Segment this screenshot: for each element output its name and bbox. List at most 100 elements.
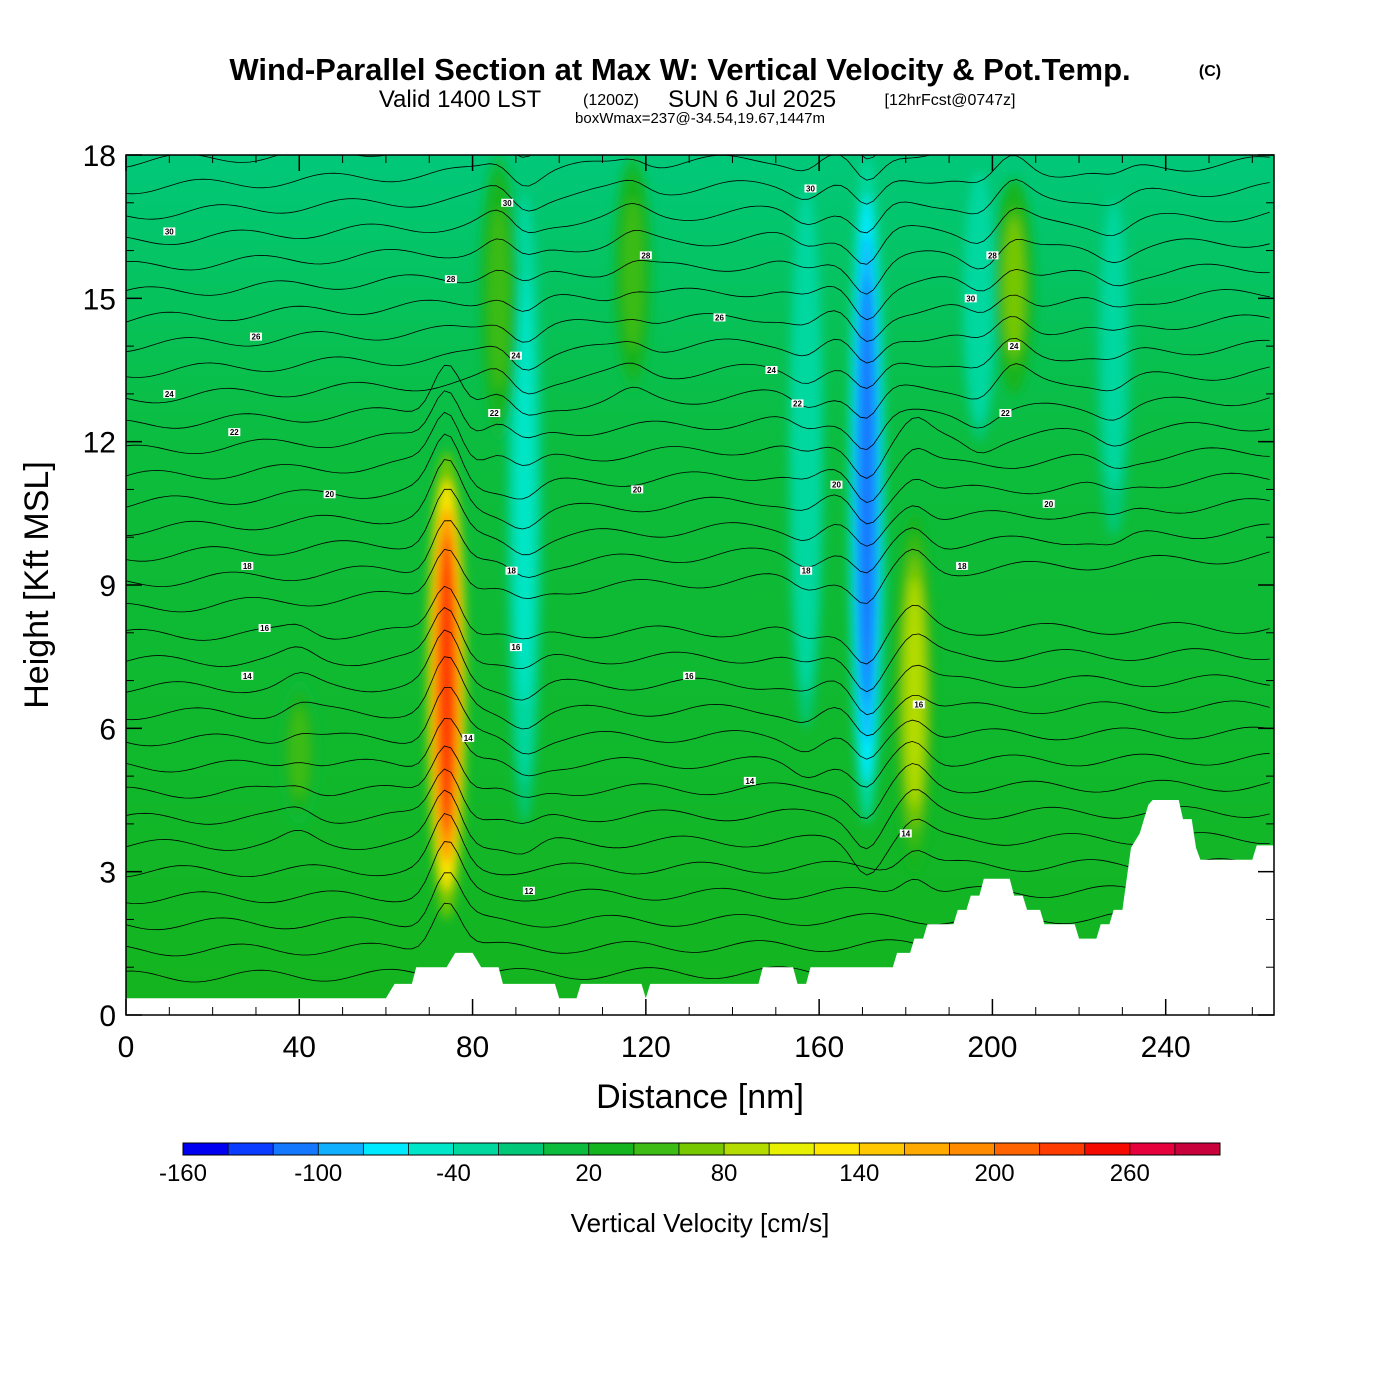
theta-contour-label: 28 [444, 275, 457, 284]
theta-contour-label-text: 26 [715, 313, 724, 322]
colorbar-swatch [183, 1143, 229, 1155]
theta-contour-label: 14 [743, 776, 756, 786]
theta-contour-label-text: 18 [507, 567, 516, 576]
theta-contour-label: 22 [999, 409, 1012, 418]
axis-ticks: 0 40 80 120 160 200 240 0 3 6 9 12 15 18 [83, 140, 1274, 1064]
theta-contour-label-text: 16 [685, 672, 694, 681]
theta-contour-label: 14 [899, 829, 912, 838]
theta-contour-line [126, 606, 1270, 693]
x-axis-label: Distance [nm] [596, 1078, 804, 1116]
theta-contour-label: 28 [639, 251, 652, 260]
subtitle-valid: Valid 1400 LST [379, 86, 542, 113]
plot-background [126, 155, 1274, 1015]
downdraft-band [515, 275, 534, 704]
theta-contour-label: 30 [804, 184, 817, 193]
x-tick-label: 120 [621, 1031, 671, 1064]
downdraft-band [970, 206, 989, 391]
downdraft-band [858, 275, 876, 704]
colorbar-swatch [408, 1143, 455, 1155]
theta-contour-label-text: 18 [802, 567, 811, 576]
theta-contour-label-text: 20 [325, 490, 334, 499]
theta-contour-label-text: 18 [243, 562, 252, 571]
theta-contour-line [126, 789, 1270, 876]
theta-contour-label-text: 30 [806, 184, 815, 193]
updraft-band [289, 706, 309, 799]
theta-contour-label: 20 [323, 490, 336, 499]
theta-contour-label: 24 [765, 366, 778, 375]
chart-title: Wind-Parallel Section at Max W: Vertical… [229, 52, 1130, 87]
colorbar-swatch [318, 1143, 364, 1155]
plot-area: 30 30 30 26 28 28 28 24 24 26 30 22 22 24 22 22 24 20 20 20… [126, 155, 1274, 1015]
colorbar-swatch [814, 1143, 860, 1155]
updraft-band [623, 198, 643, 351]
theta-contour-line [126, 629, 1270, 716]
title-mark: (C) [1199, 63, 1221, 80]
y-tick-label: 18 [83, 140, 116, 173]
subtitle-zulu: (1200Z) [583, 92, 639, 109]
y-tick-label: 12 [83, 427, 116, 460]
colorbar-swatch [859, 1143, 905, 1155]
x-tick-label: 160 [794, 1031, 844, 1064]
downdraft-band [797, 258, 815, 626]
theta-contour-line [126, 411, 1270, 480]
updraft-band [489, 206, 508, 391]
theta-contour-line [126, 238, 1270, 296]
theta-contour-label-text: 24 [767, 366, 776, 375]
theta-contour-label-text: 30 [966, 294, 975, 303]
y-tick-label: 6 [99, 713, 116, 746]
theta-contour-label: 20 [631, 485, 644, 494]
theta-contour-label: 22 [791, 399, 804, 408]
theta-contour-label-text: 26 [252, 333, 261, 342]
theta-contour-label: 24 [163, 389, 176, 399]
colorbar-swatch [273, 1143, 319, 1155]
theta-contour-labels: 30 30 30 26 28 28 28 24 24 26 30 22 22 24 22 22 24 20 20 20… [163, 184, 1055, 896]
theta-contour-label: 30 [163, 227, 176, 236]
theta-contour-label: 22 [228, 428, 241, 437]
theta-contour-label: 16 [258, 624, 271, 633]
subtitle-forecast: [12hrFcst@0747z] [885, 92, 1016, 109]
theta-contour-line [126, 289, 1270, 353]
theta-contour-label-text: 20 [832, 481, 841, 490]
theta-contour-line [126, 390, 1270, 454]
colorbar-swatch [228, 1143, 274, 1155]
theta-contour-label: 16 [683, 671, 696, 681]
theta-contour-line [126, 314, 1270, 378]
theta-contour-label: 14 [462, 733, 475, 743]
x-tick-label: 40 [283, 1031, 316, 1064]
theta-contour-label-text: 24 [1010, 342, 1019, 351]
theta-contour-label-text: 28 [446, 275, 455, 284]
theta-contour-label-text: 30 [503, 199, 512, 208]
theta-contour-label-text: 28 [641, 251, 650, 260]
theta-contour-label-text: 20 [1044, 500, 1053, 509]
colorbar-swatch [363, 1143, 409, 1155]
theta-contour-line [126, 585, 1270, 665]
colorbar: -160 -100 -40 20 80 140 200 260 [159, 1142, 1221, 1187]
colorbar-swatch [1174, 1143, 1221, 1155]
theta-contour-line [126, 745, 1270, 819]
velocity-bands [279, 155, 1132, 920]
colorbar-tick-label: 260 [1110, 1160, 1150, 1187]
theta-contour-label-text: 14 [464, 734, 473, 743]
theta-contour-label-text: 28 [988, 251, 997, 260]
colorbar-swatch [678, 1143, 725, 1155]
theta-contour-label: 28 [986, 251, 999, 260]
theta-contour-line [126, 488, 1270, 562]
theta-contour-line [126, 337, 1270, 404]
theta-contour-label: 16 [912, 700, 925, 709]
theta-contour-label-text: 30 [165, 227, 174, 236]
theta-contour-label: 30 [501, 198, 514, 208]
theta-contour-label-text: 16 [511, 643, 520, 652]
box-wmax-annotation: boxWmax=237@-34.54,19.67,1447m [575, 110, 825, 127]
theta-contour-label: 18 [241, 561, 254, 571]
theta-contour-line [126, 433, 1270, 508]
theta-contour-label-text: 14 [243, 672, 252, 681]
theta-contour-label: 20 [830, 480, 843, 490]
theta-contour-line [126, 459, 1270, 537]
colorbar-swatch [769, 1143, 815, 1155]
colorbar-swatch [724, 1143, 770, 1155]
colorbar-tick-label: 200 [975, 1160, 1015, 1187]
theta-contour-line [126, 548, 1270, 613]
theta-contour-label: 26 [713, 313, 726, 322]
y-axis-label: Height [Kft MSL] [18, 461, 56, 709]
